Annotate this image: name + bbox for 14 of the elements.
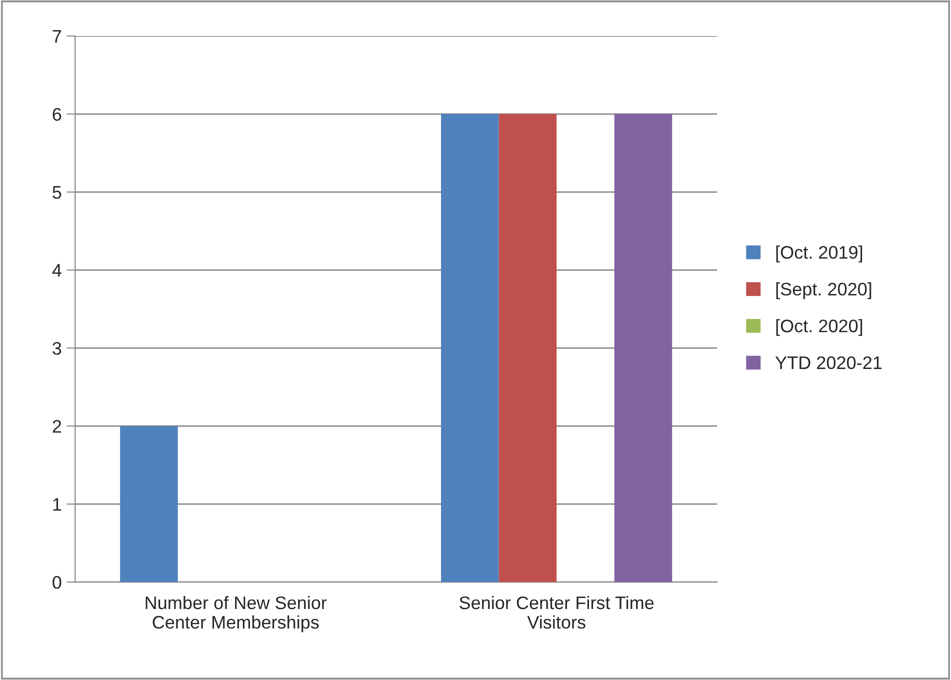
- y-tick-label: 6: [52, 108, 62, 121]
- y-tick-label: 3: [52, 342, 62, 355]
- y-tick-label: 1: [53, 498, 62, 511]
- x-tick-label: Senior Center First Time Visitors: [460, 596, 654, 629]
- legend-label: YTD 2020-21: [775, 356, 882, 370]
- y-tick-label: 2: [52, 420, 62, 433]
- y-tick-label: 4: [52, 264, 62, 277]
- y-tick-label: 5: [52, 186, 62, 199]
- legend-label: [Oct. 2019]: [776, 246, 862, 262]
- y-tick-label: 0: [52, 576, 62, 589]
- y-tick-label: 7: [52, 30, 62, 43]
- legend-label: [Oct. 2020]: [776, 319, 862, 336]
- x-tick-label: Number of New Senior Center Memberships: [146, 596, 327, 632]
- legend-label: [Sept. 2020]: [776, 282, 872, 300]
